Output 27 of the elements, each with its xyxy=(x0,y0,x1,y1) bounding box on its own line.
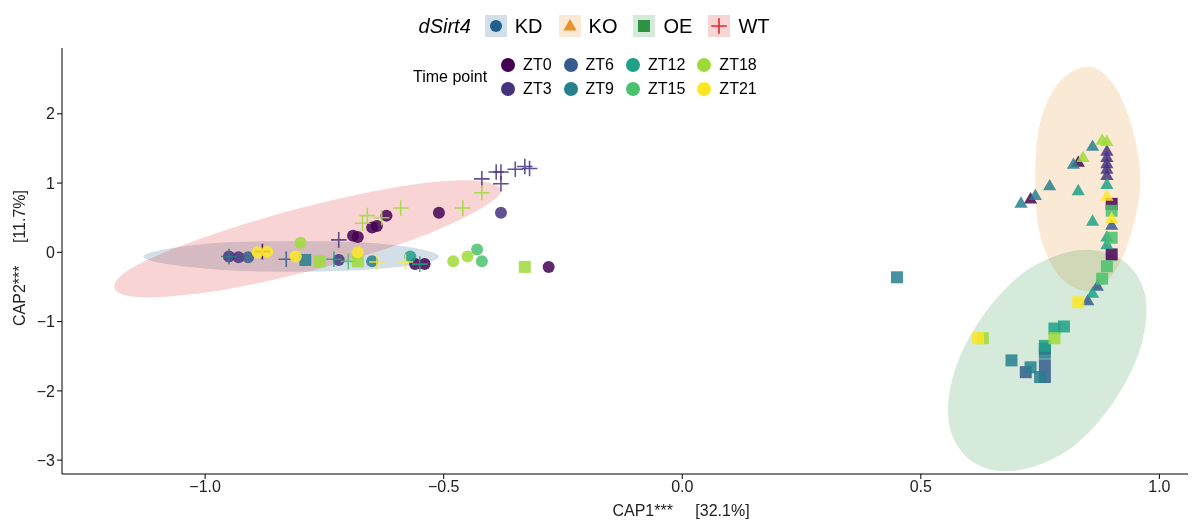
legend-label: ZT9 xyxy=(585,80,615,98)
y-tick-label: 1 xyxy=(46,174,56,192)
legend-label: ZT6 xyxy=(585,56,615,74)
y-tick-label: −3 xyxy=(36,451,56,469)
legend-title: dSirt4 xyxy=(418,14,471,38)
x-tick-label: −1.0 xyxy=(189,478,222,496)
legend-label: ZT12 xyxy=(648,56,686,74)
y-tick-label: 0 xyxy=(46,244,56,262)
legend-label: ZT0 xyxy=(523,56,552,74)
x-axis-title: CAP1*** [32.1%] xyxy=(612,502,750,520)
x-tick-label: 0.5 xyxy=(909,478,933,496)
x-tick-label: 1.0 xyxy=(1148,478,1171,496)
x-tick-label: 0.0 xyxy=(671,478,694,496)
legend-label: WT xyxy=(738,14,770,38)
annotation: Time point xyxy=(413,68,488,86)
legend-label: ZT15 xyxy=(648,80,686,98)
y-tick-label: −2 xyxy=(36,382,56,400)
legend-label: ZT18 xyxy=(719,56,757,74)
x-tick-label: −0.5 xyxy=(427,478,460,496)
legend-label: OE xyxy=(663,14,693,38)
legend-label: ZT3 xyxy=(523,80,552,98)
y-tick-label: −1 xyxy=(36,313,56,331)
y-tick-label: 2 xyxy=(46,105,56,123)
legend-label: KD xyxy=(514,14,543,38)
y-axis-title: CAP2*** [11.7%] xyxy=(11,190,29,326)
legend-label: KO xyxy=(588,14,618,38)
legend-label: ZT21 xyxy=(719,80,757,98)
